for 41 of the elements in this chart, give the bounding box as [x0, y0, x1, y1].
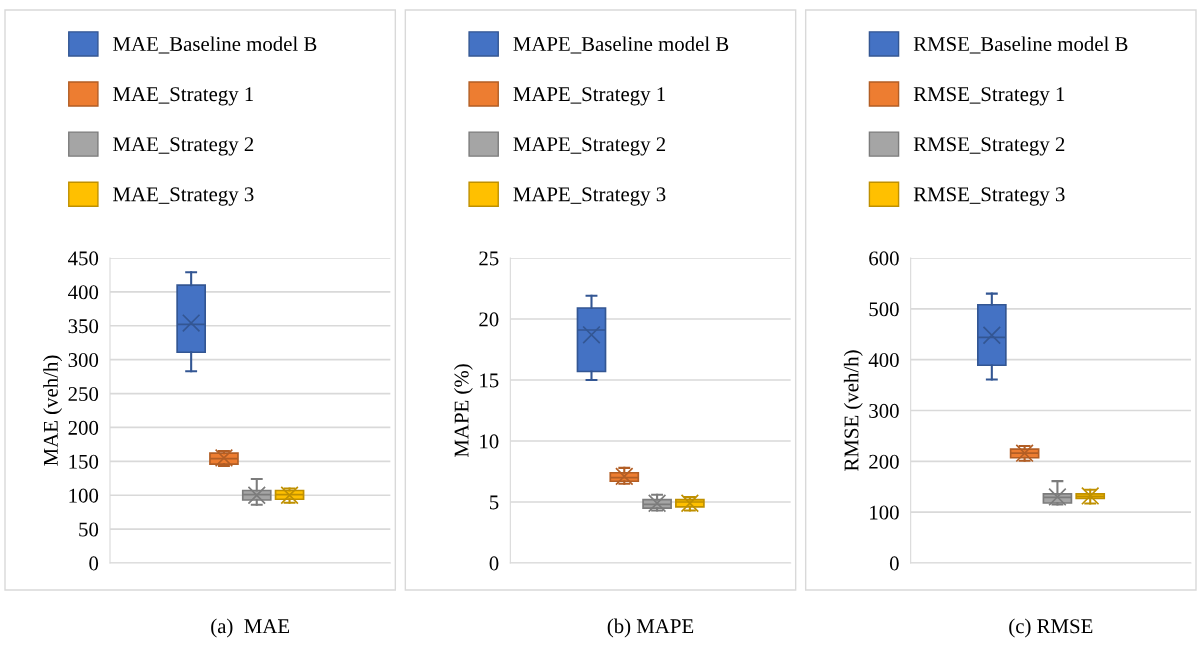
legend-label: MAPE_Strategy 2	[513, 137, 666, 156]
text: (b) MAPE	[607, 618, 694, 638]
y-tick-label: 25	[479, 251, 499, 266]
y-tick-label: 50	[79, 522, 99, 537]
legend-label: MAE_Strategy 3	[113, 187, 254, 206]
y-tick-label: 0	[89, 556, 99, 571]
y-tick-label: 15	[480, 373, 499, 388]
legend-label: RMSE_Baseline model B	[913, 36, 1128, 54]
y-tick-label: 5	[490, 495, 499, 510]
text: (a) MAE	[211, 618, 290, 638]
y-tick-label: 10	[480, 434, 499, 449]
y-tick-label: 100	[69, 488, 99, 503]
legend-label: MAPE_Baseline model B	[513, 36, 729, 54]
y-tick-label: 600	[869, 251, 899, 266]
legend-label: RMSE_Strategy 1	[913, 87, 1065, 106]
y-tick-label: 300	[869, 403, 899, 418]
y-tick-label: 500	[869, 302, 899, 317]
y-tick-label: 0	[489, 556, 499, 571]
y-tick-label: 250	[68, 386, 99, 401]
legend-label: MAE_Strategy 1	[113, 87, 254, 106]
y-axis-title: MAPE (%)	[453, 364, 473, 458]
legend-label: MAPE_Strategy 3	[513, 187, 666, 206]
legend-label: MAE_Strategy 2	[113, 137, 254, 156]
y-tick-label: 100	[870, 505, 899, 520]
y-tick-label: 400	[868, 353, 899, 368]
y-tick-label: 300	[68, 353, 99, 368]
y-tick-label: 150	[69, 454, 99, 469]
y-axis-title: MAE (veh/h)	[43, 355, 63, 466]
y-tick-label: 350	[68, 319, 99, 334]
y-tick-label: 0	[889, 556, 899, 571]
y-tick-label: 200	[869, 454, 899, 469]
y-tick-label: 400	[68, 285, 99, 300]
text: (c) RMSE	[1009, 618, 1093, 638]
legend-label: RMSE_Strategy 2	[913, 137, 1065, 156]
legend-label: MAE_Baseline model B	[113, 36, 317, 54]
y-tick-label: 20	[479, 312, 499, 327]
legend-label: RMSE_Strategy 3	[913, 187, 1065, 206]
y-axis-title: RMSE (veh/h)	[843, 350, 863, 471]
y-tick-label: 200	[68, 420, 99, 435]
y-tick-label: 450	[68, 251, 99, 266]
legend-label: MAPE_Strategy 1	[513, 87, 665, 106]
